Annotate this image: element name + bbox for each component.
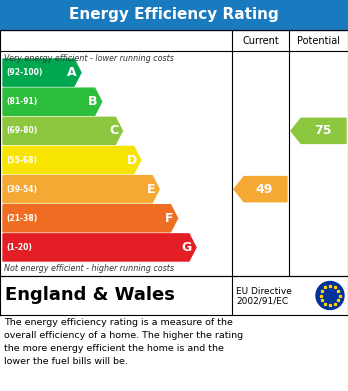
Text: F: F — [165, 212, 174, 225]
Text: B: B — [88, 95, 98, 108]
Polygon shape — [291, 118, 346, 143]
Text: (21-38): (21-38) — [6, 214, 37, 223]
Text: England & Wales: England & Wales — [5, 287, 175, 305]
Text: Very energy efficient - lower running costs: Very energy efficient - lower running co… — [4, 54, 174, 63]
Text: (55-68): (55-68) — [6, 156, 37, 165]
Text: G: G — [182, 241, 192, 254]
Bar — [0, 0, 348, 30]
Text: (81-91): (81-91) — [6, 97, 37, 106]
Polygon shape — [234, 177, 287, 202]
Polygon shape — [3, 88, 102, 115]
Text: (1-20): (1-20) — [6, 243, 32, 252]
Polygon shape — [3, 234, 196, 261]
Text: (39-54): (39-54) — [6, 185, 37, 194]
Text: Not energy efficient - higher running costs: Not energy efficient - higher running co… — [4, 264, 174, 273]
Circle shape — [316, 282, 344, 310]
Polygon shape — [3, 59, 81, 86]
Text: E: E — [147, 183, 155, 196]
Polygon shape — [3, 205, 177, 232]
Text: EU Directive: EU Directive — [236, 287, 292, 296]
Text: (92-100): (92-100) — [6, 68, 42, 77]
Polygon shape — [3, 117, 122, 144]
Text: C: C — [109, 124, 118, 137]
Text: Energy Efficiency Rating: Energy Efficiency Rating — [69, 7, 279, 23]
Text: The energy efficiency rating is a measure of the
overall efficiency of a home. T: The energy efficiency rating is a measur… — [4, 318, 243, 366]
Text: Potential: Potential — [297, 36, 340, 45]
Text: A: A — [68, 66, 77, 79]
Polygon shape — [3, 176, 159, 203]
Text: Current: Current — [242, 36, 279, 45]
Text: 49: 49 — [256, 183, 273, 196]
Text: D: D — [127, 154, 137, 167]
Text: 2002/91/EC: 2002/91/EC — [236, 296, 288, 305]
Text: 75: 75 — [314, 124, 331, 137]
Polygon shape — [3, 146, 141, 174]
Text: (69-80): (69-80) — [6, 126, 37, 135]
